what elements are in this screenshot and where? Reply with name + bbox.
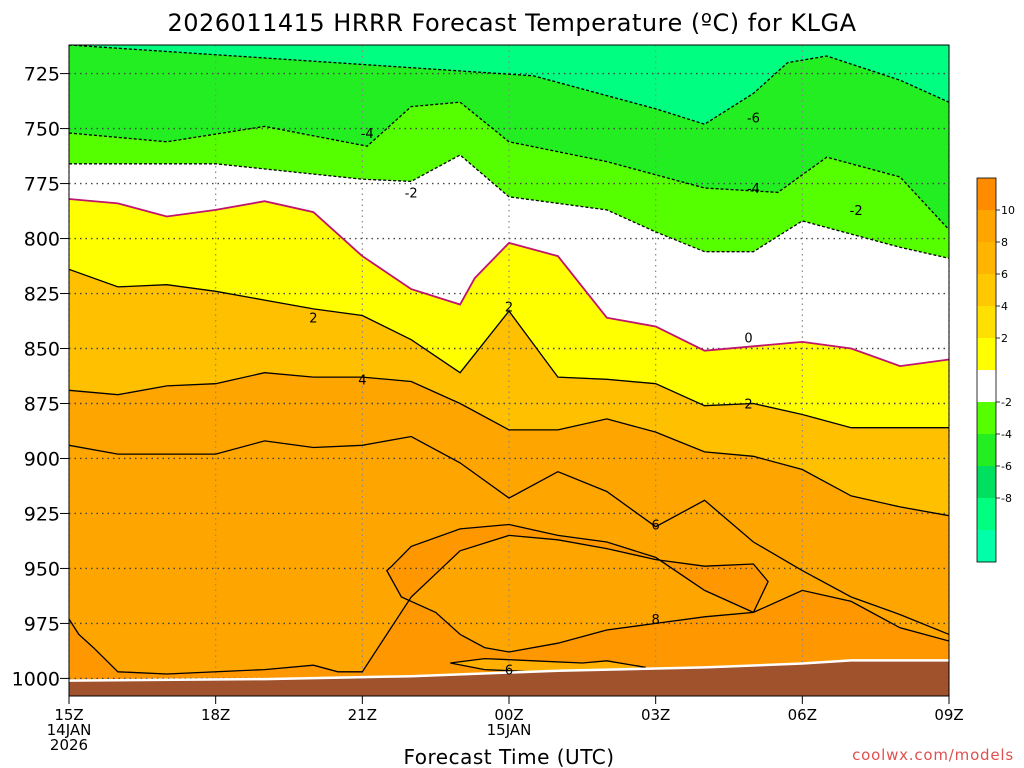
colorbar-label-5: -2 (1001, 396, 1012, 409)
surface-edge (69, 659, 949, 682)
contour-c6 (69, 435, 949, 636)
contour-label-0: -6 (747, 112, 760, 127)
colorbar-swatch-5 (977, 338, 996, 371)
contour-lines (69, 45, 949, 675)
ytick-label-900: 900 (24, 448, 60, 470)
ytick-label-825: 825 (24, 284, 60, 306)
colorbar-label-1: 8 (1001, 236, 1008, 249)
colorbar-label-2: 6 (1001, 268, 1008, 281)
colorbar-frame (976, 177, 997, 563)
colorbar-swatch-11 (977, 530, 996, 563)
contour-c2 (69, 268, 949, 429)
y-axis: 725 750 775 800 825 850 875 900 925 950 975 1000 (12, 64, 69, 690)
fill-cm6 (69, 45, 949, 125)
xtick-label-9-0: 00Z (494, 706, 523, 724)
ytick-label-975: 975 (24, 613, 60, 635)
colorbar-swatch-1 (977, 210, 996, 243)
ytick-label-925: 925 (24, 503, 60, 525)
contour-label-3: -2 (405, 186, 418, 201)
contour-label-12: 8 (652, 613, 660, 628)
colorbar-swatch-8 (977, 434, 996, 467)
surface-fill (69, 660, 949, 696)
colorbar-label-4: 2 (1001, 332, 1008, 345)
contour-label-8: 2 (744, 397, 752, 412)
ytick-label-775: 775 (24, 174, 60, 196)
xtick-label-6-0: 21Z (348, 706, 377, 724)
colorbar: 10 8 6 4 2 -2 -4 -6 -8 (976, 177, 1015, 563)
contour-label-1: -4 (361, 127, 374, 142)
colorbar-swatch-6 (977, 370, 996, 403)
contour-cm6 (69, 45, 949, 125)
ytick-label-850: 850 (24, 339, 60, 361)
contour-label-4: -2 (850, 204, 863, 219)
colorbar-swatch-0 (977, 178, 996, 211)
colorbar-swatch-7 (977, 402, 996, 435)
colorbar-label-7: -6 (1001, 460, 1012, 473)
xtick-label-18-0: 09Z (934, 706, 963, 724)
contour-label-7: 2 (505, 301, 513, 316)
colorbar-swatch-10 (977, 498, 996, 531)
colorbar-label-3: 4 (1001, 300, 1008, 313)
colorbar-swatch-9 (977, 466, 996, 499)
colorbar-swatch-2 (977, 242, 996, 275)
contour-cm2 (69, 154, 949, 259)
ytick-label-1000: 1000 (12, 668, 60, 690)
ytick-label-875: 875 (24, 393, 60, 415)
plot-area: -6 -4 -4 -2 -2 0 2 2 2 4 6 6 8 (68, 44, 950, 697)
colorbar-swatch-4 (977, 306, 996, 339)
watermark: coolwx.com/models (852, 746, 1014, 764)
ytick-label-800: 800 (24, 229, 60, 251)
contour-label-10: 6 (652, 518, 660, 533)
xtick-label-9-1: 15JAN (487, 721, 532, 739)
colorbar-label-6: -4 (1001, 428, 1012, 441)
contour-label-11: 6 (505, 664, 513, 679)
ytick-label-750: 750 (24, 119, 60, 141)
xtick-label-12-0: 03Z (641, 706, 670, 724)
ytick-label-725: 725 (24, 64, 60, 86)
xtick-label-15-0: 06Z (788, 706, 817, 724)
contour-cm4 (69, 101, 949, 231)
contour-labels: -6 -4 -4 -2 -2 0 2 2 2 4 6 6 8 (309, 112, 862, 679)
contour-c4 (69, 372, 949, 517)
xtick-label-0-2: 2026 (50, 736, 88, 754)
chart-title: 2026011415 HRRR Forecast Temperature (ºC… (167, 9, 856, 37)
contour-label-5: 0 (744, 332, 752, 347)
xtick-label-0-1: 14JAN (47, 721, 92, 739)
contour-c8 (69, 523, 949, 675)
ytick-label-950: 950 (24, 558, 60, 580)
colorbar-label-8: -8 (1001, 492, 1012, 505)
ground-surface (69, 659, 949, 696)
contour-label-2: -4 (747, 182, 760, 197)
filled-contours (69, 45, 949, 696)
contour-label-6: 2 (309, 312, 317, 327)
colorbar-swatch-3 (977, 274, 996, 307)
contour-c0 (69, 198, 949, 368)
x-axis-title: Forecast Time (UTC) (403, 745, 614, 768)
xtick-label-3-0: 18Z (201, 706, 230, 724)
xtick-label-0-0: 15Z (54, 706, 83, 724)
contour-label-9: 4 (358, 373, 366, 388)
colorbar-label-0: 10 (1001, 204, 1015, 217)
